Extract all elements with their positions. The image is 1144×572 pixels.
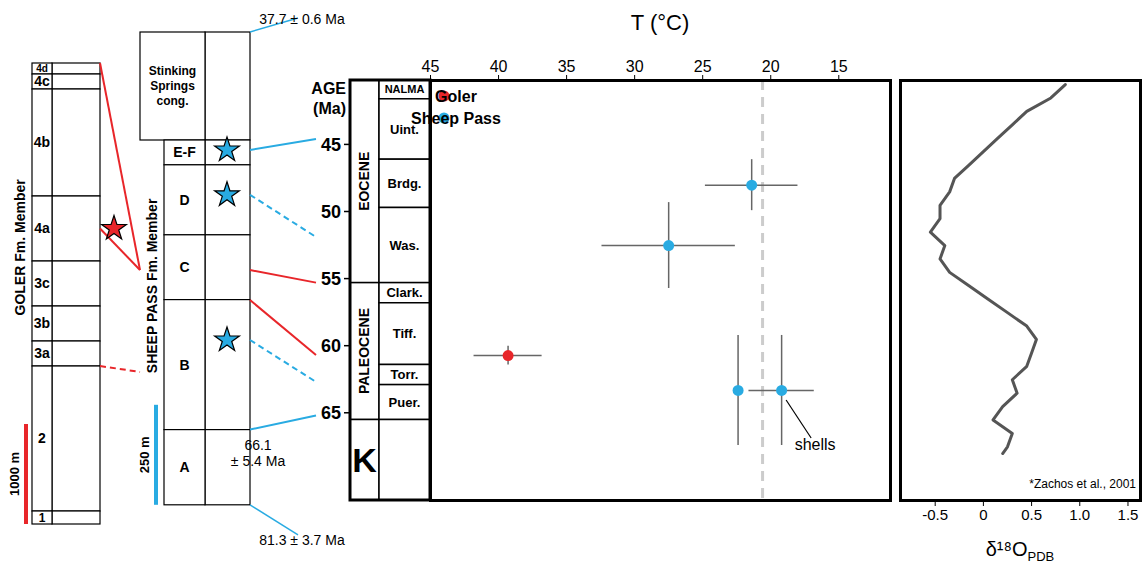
svg-text:NALMA: NALMA: [385, 83, 425, 95]
svg-text:-0.5: -0.5: [922, 506, 948, 523]
svg-text:66.1: 66.1: [244, 437, 271, 453]
svg-text:D: D: [179, 192, 189, 208]
svg-text:20: 20: [762, 58, 780, 75]
svg-text:15: 15: [830, 58, 848, 75]
svg-text:T (°C): T (°C): [631, 10, 690, 35]
svg-text:25: 25: [694, 58, 712, 75]
svg-text:Stinking: Stinking: [149, 64, 196, 78]
svg-text:Clark.: Clark.: [386, 285, 422, 300]
svg-text:1000 m: 1000 m: [7, 452, 22, 496]
svg-text:65: 65: [321, 403, 341, 423]
svg-text:1.5: 1.5: [1118, 506, 1139, 523]
svg-text:*Zachos et al., 2001: *Zachos et al., 2001: [1029, 477, 1136, 491]
svg-text:Puer.: Puer.: [389, 395, 421, 410]
svg-text:35: 35: [558, 58, 576, 75]
svg-text:0.5: 0.5: [1021, 506, 1042, 523]
svg-text:shells: shells: [795, 436, 836, 453]
svg-text:Brdg.: Brdg.: [388, 176, 422, 191]
svg-text:SHEEP PASS Fm. Member: SHEEP PASS Fm. Member: [144, 198, 160, 373]
svg-text:60: 60: [321, 336, 341, 356]
svg-text:(Ma): (Ma): [313, 100, 346, 117]
svg-text:δ¹⁸OPDB: δ¹⁸OPDB: [986, 538, 1055, 564]
svg-text:50: 50: [321, 202, 341, 222]
svg-text:Springs: Springs: [150, 79, 195, 93]
svg-text:C: C: [179, 259, 189, 275]
svg-text:4a: 4a: [34, 220, 50, 236]
svg-text:GOLER Fm. Member: GOLER Fm. Member: [12, 179, 28, 316]
svg-text:4b: 4b: [34, 134, 50, 150]
svg-text:4d: 4d: [36, 63, 48, 74]
svg-text:E-F: E-F: [173, 144, 196, 160]
svg-text:2: 2: [38, 430, 46, 446]
svg-text:Goler: Goler: [435, 88, 477, 105]
svg-text:K: K: [352, 441, 377, 479]
svg-text:37.7 ± 0.6 Ma: 37.7 ± 0.6 Ma: [259, 11, 345, 27]
svg-text:45: 45: [321, 135, 341, 155]
svg-text:3b: 3b: [34, 315, 50, 331]
svg-text:Tiff.: Tiff.: [393, 326, 417, 341]
svg-text:0: 0: [979, 506, 987, 523]
svg-text:EOCENE: EOCENE: [356, 152, 372, 211]
svg-text:250 m: 250 m: [137, 436, 152, 473]
svg-text:1.0: 1.0: [1069, 506, 1090, 523]
svg-text:Uint.: Uint.: [390, 121, 419, 137]
svg-text:4c: 4c: [34, 73, 50, 89]
svg-text:3c: 3c: [34, 275, 50, 291]
svg-text:AGE: AGE: [311, 80, 346, 97]
svg-text:81.3 ± 3.7 Ma: 81.3 ± 3.7 Ma: [259, 532, 345, 548]
svg-text:30: 30: [626, 58, 644, 75]
svg-text:55: 55: [321, 269, 341, 289]
svg-text:B: B: [179, 357, 189, 373]
svg-text:45: 45: [422, 58, 440, 75]
svg-text:cong.: cong.: [157, 94, 189, 108]
svg-text:Was.: Was.: [390, 238, 420, 253]
svg-text:40: 40: [490, 58, 508, 75]
svg-text:PALEOCENE: PALEOCENE: [356, 308, 372, 394]
svg-text:± 5.4 Ma: ± 5.4 Ma: [231, 453, 286, 469]
svg-text:1: 1: [39, 511, 46, 525]
svg-text:A: A: [179, 459, 189, 475]
svg-text:Sheep Pass: Sheep Pass: [411, 110, 501, 127]
svg-text:Torr.: Torr.: [391, 367, 419, 382]
svg-text:3a: 3a: [34, 345, 50, 361]
